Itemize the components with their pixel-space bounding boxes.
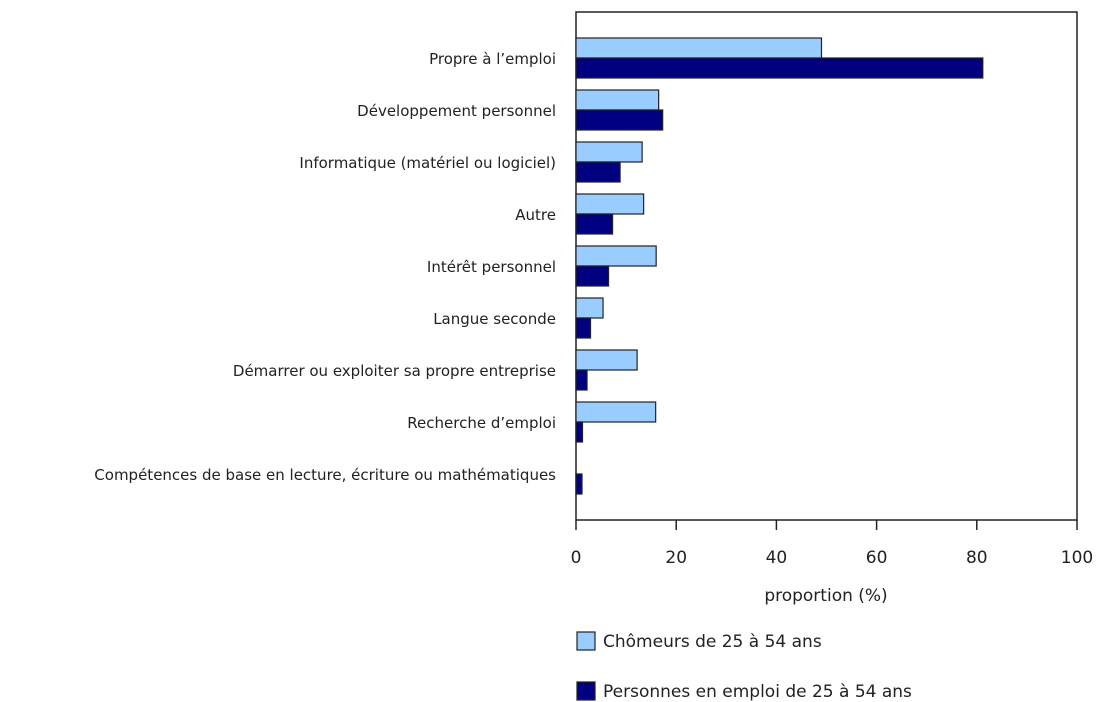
- category-label-8: Compétences de base en lecture, écriture…: [94, 466, 556, 484]
- bar-employed-3: [575, 213, 614, 235]
- bar-employed-6: [575, 369, 588, 391]
- bar-employed-7: [575, 421, 584, 443]
- x-axis: 0 20 40 60 80 100: [571, 520, 1093, 568]
- x-tick-label-20: 20: [665, 548, 687, 568]
- x-tick-label-40: 40: [766, 548, 788, 568]
- category-label-0: Propre à l’emploi: [429, 50, 556, 68]
- category-label-1: Développement personnel: [357, 102, 556, 120]
- bar-unemployed-7: [575, 401, 657, 423]
- bar-employed-2: [575, 161, 621, 183]
- bar-employed-0: [575, 57, 984, 79]
- legend-label-unemployed: Chômeurs de 25 à 54 ans: [603, 632, 822, 652]
- legend-swatch-unemployed: [576, 631, 596, 651]
- category-label-3: Autre: [515, 206, 556, 224]
- category-label-4: Intérêt personnel: [427, 258, 556, 276]
- legend-swatch-employed: [576, 681, 596, 701]
- bars-group: [575, 37, 984, 495]
- legend: Chômeurs de 25 à 54 ans Personnes en empl…: [576, 631, 912, 702]
- category-labels: Propre à l’emploi Développement personnel…: [94, 50, 556, 484]
- category-label-5: Langue seconde: [433, 310, 556, 328]
- x-tick-label-0: 0: [571, 548, 582, 568]
- x-tick-label-100: 100: [1061, 548, 1093, 568]
- x-tick-label-80: 80: [966, 548, 988, 568]
- x-axis-title: proportion (%): [764, 586, 887, 606]
- category-label-7: Recherche d’emploi: [407, 414, 556, 432]
- bar-unemployed-6: [575, 349, 638, 371]
- bar-employed-5: [575, 317, 592, 339]
- plot-area: [575, 11, 1078, 521]
- bar-unemployed-3: [575, 193, 645, 215]
- bar-unemployed-0: [575, 37, 823, 59]
- bar-employed-8: [575, 473, 583, 495]
- bar-unemployed-2: [575, 141, 643, 163]
- bar-unemployed-1: [575, 89, 660, 111]
- category-label-2: Informatique (matériel ou logiciel): [299, 154, 556, 172]
- bar-employed-1: [575, 109, 664, 131]
- x-tick-label-60: 60: [866, 548, 888, 568]
- category-label-6: Démarrer ou exploiter sa propre entrepri…: [233, 362, 556, 380]
- legend-label-employed: Personnes en emploi de 25 à 54 ans: [603, 682, 912, 702]
- bar-unemployed-4: [575, 245, 657, 267]
- bar-unemployed-5: [575, 297, 604, 319]
- bar-employed-4: [575, 265, 610, 287]
